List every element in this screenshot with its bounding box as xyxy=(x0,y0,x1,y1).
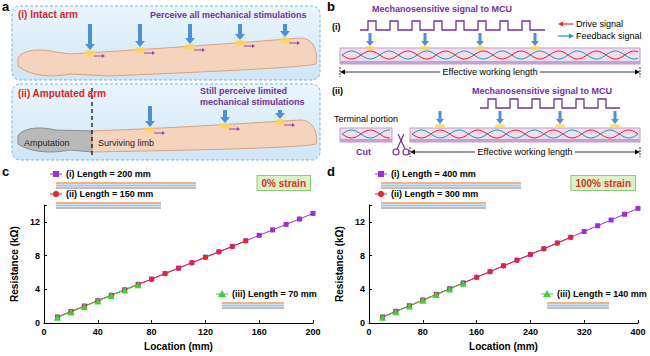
svg-text:8: 8 xyxy=(35,251,40,261)
html-text:c: c xyxy=(2,164,10,179)
svg-text:160: 160 xyxy=(252,327,267,337)
svg-text:120: 120 xyxy=(198,327,213,337)
svg-text:0: 0 xyxy=(360,318,365,328)
svg-text:8: 8 xyxy=(360,251,365,261)
html-text:Mechanosensitive signal to MCU: Mechanosensitive signal to MCU xyxy=(372,4,512,14)
html-text:Effective working length: Effective working length xyxy=(477,147,573,157)
html-text:b: b xyxy=(327,0,335,14)
svg-text:(iii) Length = 70 mm: (iii) Length = 70 mm xyxy=(232,289,317,299)
html-text:d: d xyxy=(327,164,335,179)
svg-text:4: 4 xyxy=(35,284,40,294)
svg-text:4: 4 xyxy=(360,284,365,294)
html-text:Terminal portion: Terminal portion xyxy=(334,114,398,124)
svg-text:160: 160 xyxy=(469,327,484,337)
svg-text:Resistance (kΩ): Resistance (kΩ) xyxy=(9,226,20,302)
svg-text:80: 80 xyxy=(147,327,157,337)
html-text:Drive signal: Drive signal xyxy=(576,19,623,29)
svg-text:Location (mm): Location (mm) xyxy=(144,341,213,352)
svg-text:(ii) Length = 300 mm: (ii) Length = 300 mm xyxy=(391,189,478,199)
html-text:Feedback signal: Feedback signal xyxy=(576,31,642,41)
svg-text:Location (mm): Location (mm) xyxy=(469,341,538,352)
svg-text:80: 80 xyxy=(418,327,428,337)
svg-text:100% strain: 100% strain xyxy=(575,178,631,189)
svg-text:(ii) Length = 150 mm: (ii) Length = 150 mm xyxy=(66,189,153,199)
html-text:Still perceive limited mechani: Still perceive limited mechanical stimul… xyxy=(200,86,305,107)
svg-text:240: 240 xyxy=(523,327,538,337)
svg-text:12: 12 xyxy=(30,217,40,227)
svg-text:0: 0 xyxy=(41,327,46,337)
svg-text:320: 320 xyxy=(577,327,592,337)
svg-text:400: 400 xyxy=(630,327,645,337)
svg-text:(i) Length = 400 mm: (i) Length = 400 mm xyxy=(391,169,476,179)
html-text:(ii) Amputated arm: (ii) Amputated arm xyxy=(18,88,106,99)
html-text:Effective working length: Effective working length xyxy=(442,67,538,77)
svg-text:40: 40 xyxy=(93,327,103,337)
html-text:(i): (i) xyxy=(332,22,341,32)
html-text:(ii): (ii) xyxy=(332,86,343,96)
html-text:(i) Intact arm: (i) Intact arm xyxy=(18,9,78,20)
html-text:Surviving limb: Surviving limb xyxy=(98,138,154,148)
html-text:a: a xyxy=(2,0,10,14)
svg-text:(iii) Length = 140 mm: (iii) Length = 140 mm xyxy=(557,289,647,299)
html-text:Amputation: Amputation xyxy=(24,138,70,148)
svg-text:0% strain: 0% strain xyxy=(262,178,306,189)
svg-text:12: 12 xyxy=(355,217,365,227)
html-text:Cut: Cut xyxy=(356,147,371,157)
html-text:Perceive all mechanical stimul: Perceive all mechanical stimulations xyxy=(150,10,307,20)
svg-text:(i) Length = 200 mm: (i) Length = 200 mm xyxy=(66,169,151,179)
svg-text:Resistance (kΩ): Resistance (kΩ) xyxy=(334,226,345,302)
svg-text:0: 0 xyxy=(366,327,371,337)
svg-text:200: 200 xyxy=(305,327,320,337)
html-text:Mechanosensitive signal to MCU: Mechanosensitive signal to MCU xyxy=(472,86,612,96)
svg-text:0: 0 xyxy=(35,318,40,328)
